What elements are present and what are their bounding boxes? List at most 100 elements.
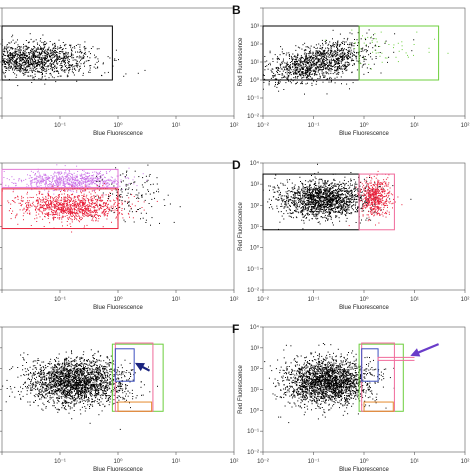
event-dot xyxy=(315,55,317,57)
event-dot xyxy=(341,197,343,199)
event-dot xyxy=(50,201,52,203)
event-dot xyxy=(32,48,34,50)
event-dot xyxy=(81,192,82,194)
event-dot xyxy=(50,201,52,203)
event-dot xyxy=(292,71,294,73)
event-dot xyxy=(36,177,38,179)
event-dot xyxy=(59,203,60,204)
event-dot xyxy=(70,52,72,54)
event-dot xyxy=(75,179,77,181)
event-dot xyxy=(70,204,71,206)
event-dot xyxy=(50,65,52,67)
event-dot xyxy=(54,45,56,47)
event-dot xyxy=(15,58,17,60)
event-dot xyxy=(264,61,266,63)
event-dot xyxy=(81,183,83,185)
event-dot xyxy=(169,203,171,205)
event-dot xyxy=(64,185,66,187)
event-dot xyxy=(112,65,114,67)
event-dot xyxy=(99,177,101,179)
event-dot xyxy=(98,189,100,191)
event-dot xyxy=(65,178,67,180)
event-dot xyxy=(307,59,309,61)
event-dot xyxy=(330,56,332,58)
event-dot xyxy=(18,52,20,54)
event-dot xyxy=(5,55,7,57)
event-dot xyxy=(328,60,330,62)
event-dot xyxy=(307,61,309,63)
event-dot xyxy=(320,76,321,78)
event-dot xyxy=(48,204,50,206)
event-dot xyxy=(84,185,86,187)
event-dot xyxy=(322,61,324,63)
event-dot xyxy=(14,55,16,57)
event-dot xyxy=(336,69,338,71)
event-dot xyxy=(71,186,73,188)
event-dot xyxy=(309,47,311,49)
event-dot xyxy=(27,52,29,54)
event-dot xyxy=(100,206,102,208)
event-dot xyxy=(75,45,77,46)
event-dot xyxy=(345,61,347,63)
event-dot xyxy=(69,44,70,46)
event-dot xyxy=(78,211,80,213)
event-dot xyxy=(328,43,330,45)
event-dot xyxy=(361,66,363,68)
event-dot xyxy=(76,209,78,211)
event-dot xyxy=(35,68,37,70)
event-dot xyxy=(299,58,301,60)
event-dot xyxy=(319,223,321,225)
event-dot xyxy=(61,67,62,68)
event-dot xyxy=(164,205,166,206)
event-dot xyxy=(9,54,11,56)
event-dot xyxy=(3,58,5,60)
event-dot xyxy=(107,184,109,186)
event-dot xyxy=(57,70,59,72)
event-dot xyxy=(31,185,33,187)
event-dot xyxy=(267,68,269,70)
event-dot xyxy=(29,57,31,59)
event-dot xyxy=(88,201,89,203)
event-dot xyxy=(73,204,75,206)
event-dot xyxy=(308,54,310,56)
event-dot xyxy=(74,216,76,218)
event-dot xyxy=(341,83,342,85)
event-dot xyxy=(64,66,66,67)
event-dot xyxy=(71,184,73,186)
event-dot xyxy=(55,180,57,182)
event-dot xyxy=(302,69,304,70)
event-dot xyxy=(339,45,341,47)
event-dot xyxy=(348,57,350,59)
event-dot xyxy=(7,55,9,57)
event-dot xyxy=(116,204,118,206)
event-dot xyxy=(12,34,14,36)
event-dot xyxy=(342,60,344,61)
event-dot xyxy=(56,203,58,205)
event-dot xyxy=(345,70,347,72)
event-dot xyxy=(339,68,340,69)
event-dot xyxy=(55,209,57,211)
event-dot xyxy=(299,65,301,67)
event-dot xyxy=(301,67,303,69)
event-dot xyxy=(6,61,8,63)
event-dot xyxy=(50,58,52,60)
event-dot xyxy=(51,55,52,57)
event-dot xyxy=(350,57,352,59)
event-dot xyxy=(125,185,127,187)
event-dot xyxy=(60,199,62,201)
event-dot xyxy=(84,213,86,215)
event-dot xyxy=(128,167,130,169)
event-dot xyxy=(96,48,98,50)
event-dot xyxy=(108,183,110,185)
event-dot xyxy=(57,202,59,204)
event-dot xyxy=(14,197,16,199)
event-dot xyxy=(67,52,69,54)
event-dot xyxy=(67,57,69,59)
event-dot xyxy=(295,70,297,71)
event-dot xyxy=(74,211,75,213)
event-dot xyxy=(297,76,298,78)
event-dot xyxy=(38,51,40,53)
event-dot xyxy=(15,67,17,69)
event-dot xyxy=(83,196,84,198)
event-dot xyxy=(11,53,13,55)
